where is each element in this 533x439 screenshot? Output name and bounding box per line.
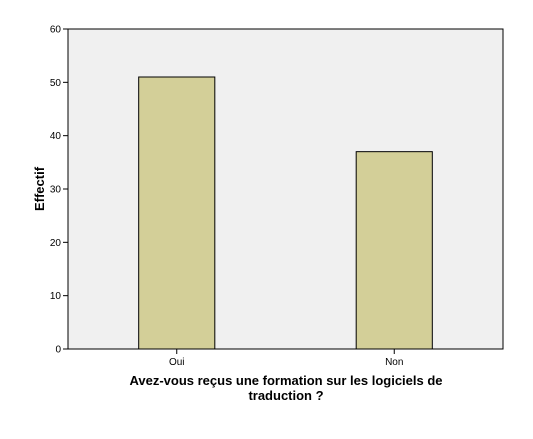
y-tick-label: 30 [50, 185, 62, 196]
y-axis: 0 10 20 30 40 50 60 [50, 25, 68, 356]
y-tick-label: 60 [50, 25, 62, 36]
plot-area [67, 28, 504, 350]
bar-oui [138, 76, 216, 350]
x-axis-title-line-2: traduction ? [248, 388, 323, 403]
y-tick-label: 0 [55, 345, 61, 356]
y-tick-label: 20 [50, 238, 62, 249]
x-axis-title-line-1: Avez-vous reçus une formation sur les lo… [129, 373, 442, 388]
y-tick-label: 10 [50, 291, 62, 302]
y-axis-title: Effectif [32, 166, 47, 211]
y-tick-label: 50 [50, 78, 62, 89]
y-tick-label: 40 [50, 131, 62, 142]
x-tick-label: Oui [169, 357, 185, 368]
x-axis: Oui Non [169, 349, 403, 368]
x-tick-label: Non [385, 357, 403, 368]
bar-non [355, 151, 433, 350]
